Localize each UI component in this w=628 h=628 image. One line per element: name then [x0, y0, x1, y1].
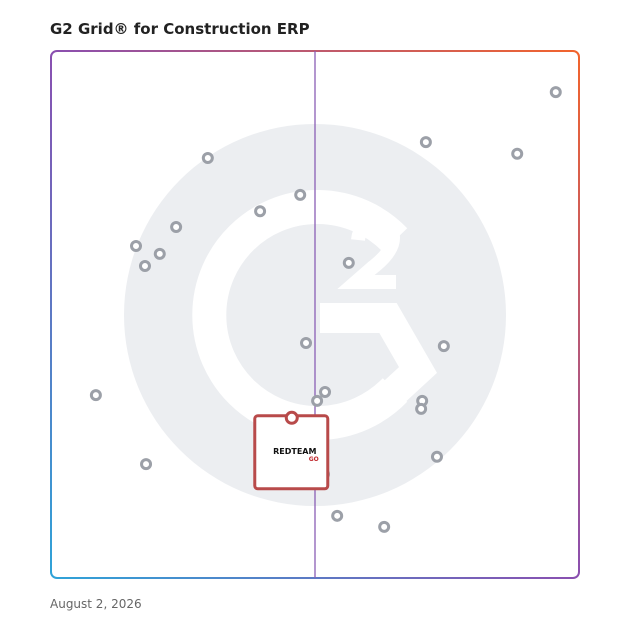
highlight-point	[284, 410, 299, 425]
product-point	[294, 188, 307, 201]
product-point	[300, 336, 313, 349]
product-point	[201, 151, 214, 164]
product-point	[511, 147, 524, 160]
product-point	[430, 450, 443, 463]
product-point	[378, 520, 391, 533]
product-point	[549, 86, 562, 99]
product-point	[170, 221, 183, 234]
product-point	[319, 385, 332, 398]
product-point	[419, 136, 432, 149]
report-date: August 2, 2026	[50, 597, 142, 611]
product-point	[311, 394, 324, 407]
points	[89, 86, 562, 533]
product-point	[138, 260, 151, 273]
product-point	[89, 389, 102, 402]
product-point	[130, 239, 143, 252]
product-point	[153, 247, 166, 260]
product-point	[437, 340, 450, 353]
product-point	[254, 205, 267, 218]
highlight-label: REDTEAM	[273, 447, 316, 456]
product-point	[342, 256, 355, 269]
product-point	[140, 458, 153, 471]
product-point	[331, 509, 344, 522]
chart-title: G2 Grid® for Construction ERP	[50, 20, 310, 38]
product-point	[415, 402, 428, 415]
highlight-sublabel: GO	[309, 456, 319, 463]
